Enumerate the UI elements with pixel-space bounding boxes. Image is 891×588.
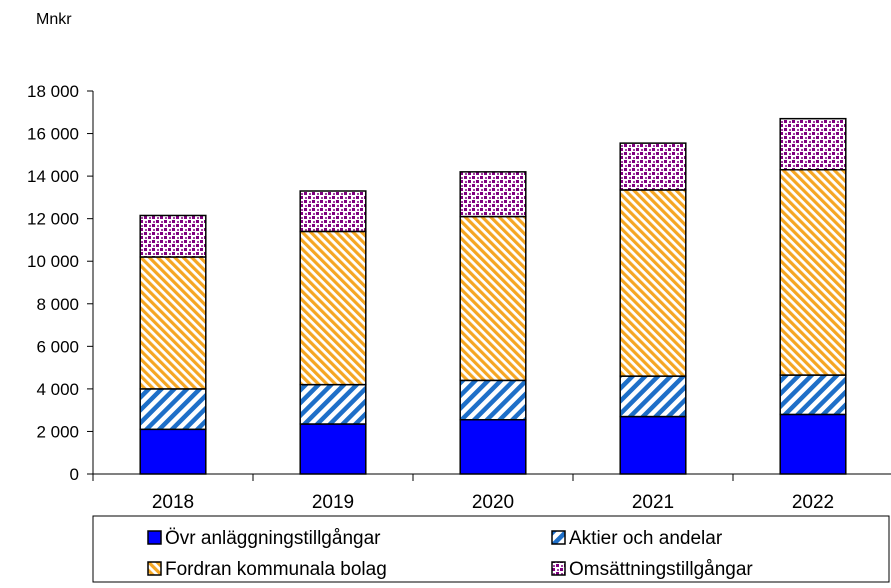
bar-segment-diagonal-stripes-2018 <box>139 388 207 431</box>
y-axis: 0 2 000 4 000 6 000 8 000 10 000 12 000 14 000 1… <box>27 82 94 484</box>
legend-swatch <box>551 530 566 545</box>
x-tick-label: 2019 <box>312 492 354 513</box>
bar-segment-diagonal-stripes-2022 <box>779 374 847 416</box>
bar-segment-diagonal-hatch-2021 <box>619 189 687 377</box>
legend-box <box>92 515 890 583</box>
unit-label: Mnkr <box>36 11 72 28</box>
bars <box>139 117 847 475</box>
bar-segment-solid-2020 <box>459 418 527 475</box>
legend-label: Aktier och andelar <box>569 528 723 549</box>
bar-segment-dots-2020 <box>459 171 527 218</box>
bar-segment-diagonal-stripes-2019 <box>299 383 367 425</box>
x-tick-label: 2020 <box>472 492 514 513</box>
bar-segment-dots-2022 <box>779 117 847 171</box>
legend-label: Övr anläggningstillgångar <box>165 528 381 549</box>
y-tick-label: 12 000 <box>27 210 79 229</box>
bar-segment-diagonal-hatch-2018 <box>139 256 207 390</box>
x-tick-label: 2022 <box>792 492 834 513</box>
y-tick-label: 8 000 <box>36 295 79 314</box>
bar-segment-solid-2021 <box>619 415 687 475</box>
legend-swatch <box>147 561 162 576</box>
bar-segment-diagonal-hatch-2022 <box>779 168 847 376</box>
legend: Övr anläggningstillgångar Aktier och ande… <box>147 528 753 580</box>
bar-segment-diagonal-hatch-2019 <box>299 230 367 386</box>
y-tick-label: 14 000 <box>27 167 79 186</box>
legend-label: Omsättningstillgångar <box>569 559 753 580</box>
y-tick-label: 6 000 <box>36 337 79 356</box>
bar-segment-diagonal-hatch-2020 <box>459 215 527 382</box>
bar-segment-solid-2018 <box>139 428 207 475</box>
bar-segment-solid-2022 <box>779 413 847 475</box>
legend-swatch <box>147 530 162 545</box>
bar-segment-dots-2018 <box>139 214 207 258</box>
y-tick-label: 0 <box>70 465 79 484</box>
y-tick-label: 2 000 <box>36 422 79 441</box>
bar-segment-dots-2021 <box>619 142 687 191</box>
bar-segment-diagonal-stripes-2020 <box>459 379 527 421</box>
legend-swatch <box>551 561 566 576</box>
x-axis: 2018 2019 2020 2021 2022 <box>92 473 891 513</box>
y-tick-label: 18 000 <box>27 82 79 101</box>
bar-segment-solid-2019 <box>299 423 367 475</box>
y-tick-label: 16 000 <box>27 125 79 144</box>
legend-label: Fordran kommunala bolag <box>165 559 387 580</box>
x-tick-label: 2018 <box>152 492 194 513</box>
y-tick-label: 4 000 <box>36 380 79 399</box>
bar-segment-diagonal-stripes-2021 <box>619 375 687 418</box>
y-tick-label: 10 000 <box>27 252 79 271</box>
x-tick-label: 2021 <box>632 492 674 513</box>
bar-segment-dots-2019 <box>299 190 367 233</box>
